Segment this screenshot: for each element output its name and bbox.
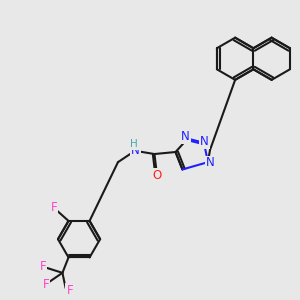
- Text: F: F: [51, 201, 57, 214]
- Text: F: F: [66, 284, 73, 297]
- Text: F: F: [43, 278, 50, 291]
- Text: N: N: [206, 157, 214, 169]
- Text: N: N: [131, 144, 140, 157]
- Text: F: F: [40, 260, 46, 273]
- Text: H: H: [130, 139, 138, 149]
- Text: N: N: [181, 130, 190, 143]
- Text: O: O: [153, 169, 162, 182]
- Text: N: N: [200, 135, 209, 148]
